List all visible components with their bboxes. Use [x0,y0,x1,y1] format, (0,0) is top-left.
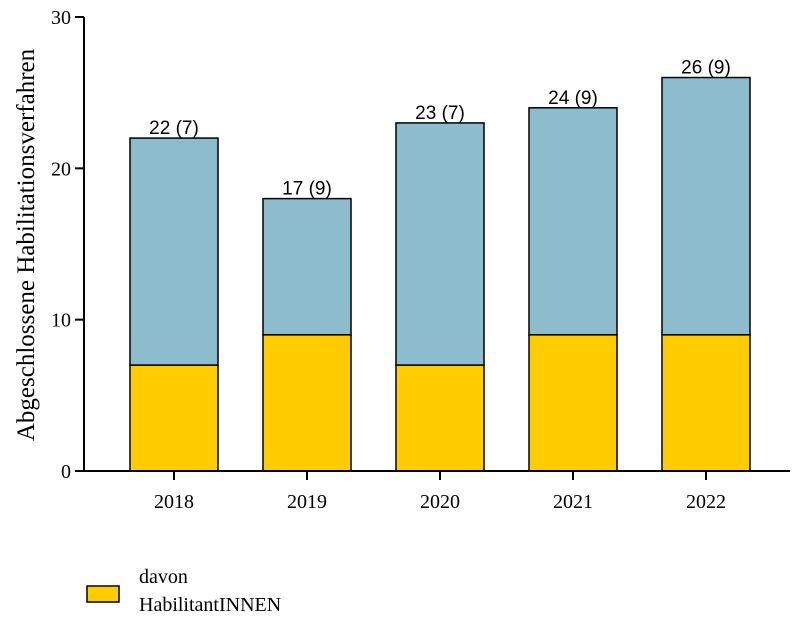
bar-2020-segment-1 [395,364,485,472]
x-tick-label-2021: 2021 [553,491,593,513]
y-tick-label-0: 0 [61,461,71,483]
x-tick-label-2018: 2018 [154,491,194,513]
bar-label-2019: 17 (9) [282,179,332,200]
legend-swatch-habilitantinnen [86,585,120,603]
bar-2022-segment-2 [661,76,751,336]
bar-2021-segment-1 [528,334,618,472]
bar-label-2018: 22 (7) [149,118,199,139]
x-tick-label-2020: 2020 [420,491,460,513]
bar-2018-segment-1 [129,364,219,472]
y-tick-label-10: 10 [51,310,71,332]
x-tick-label-2022: 2022 [686,491,726,513]
bar-2018-segment-2 [129,137,219,366]
bar-label-2022: 26 (9) [681,58,731,79]
bar-2021-segment-2 [528,107,618,336]
bar-2019-segment-2 [262,197,352,336]
x-tick-label-2019: 2019 [287,491,327,513]
bar-2022-segment-1 [661,334,751,472]
axes-group: 2018 2019 2020 2021 2022 0 10 20 30 [51,7,790,513]
y-axis-title: Abgeschlossene Habilitationsverfahren [13,48,40,441]
y-tick-label-20: 20 [51,158,71,180]
bar-2020-segment-2 [395,122,485,366]
bar-labels-group: 22 (7) 17 (9) 23 (7) 24 (9) 26 (9) [149,58,731,200]
legend-label-line-1: davon [139,566,188,588]
bar-label-2020: 23 (7) [415,103,465,124]
bars-group [129,76,751,472]
y-tick-label-30: 30 [51,7,71,29]
legend-label-line-2: HabilitantINNEN [139,594,281,616]
legend: davon HabilitantINNEN [86,566,281,616]
bar-2019-segment-1 [262,334,352,472]
bar-label-2021: 24 (9) [548,88,598,109]
